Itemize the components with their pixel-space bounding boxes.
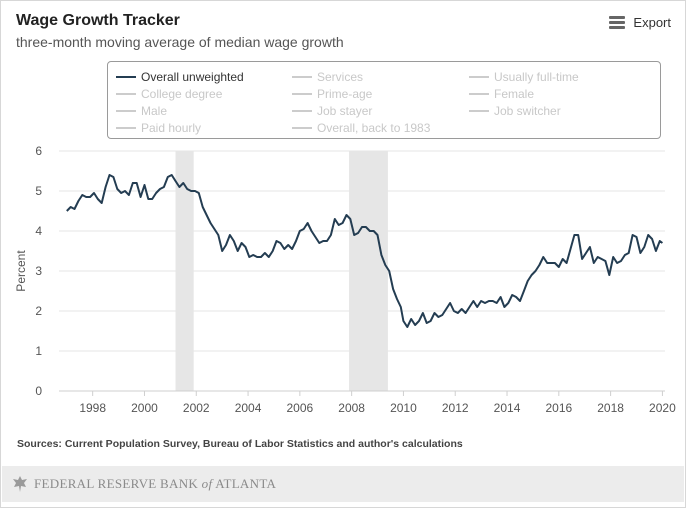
legend-swatch	[292, 110, 312, 112]
x-tick-label: 2006	[286, 401, 313, 415]
chart-subtitle: three-month moving average of median wag…	[16, 34, 344, 50]
x-tick-label: 2012	[442, 401, 469, 415]
legend-label: Male	[141, 104, 168, 118]
legend-swatch	[469, 93, 489, 95]
legend-swatch	[469, 110, 489, 112]
footer-bar: FEDERAL RESERVE BANK of ATLANTA	[2, 466, 684, 502]
x-tick-label: 2002	[183, 401, 210, 415]
legend-item-college-degree[interactable]: College degree	[116, 87, 222, 101]
export-button[interactable]: Export	[609, 15, 671, 30]
legend-swatch	[116, 110, 136, 112]
legend-label: Job stayer	[317, 104, 373, 118]
export-label: Export	[633, 15, 671, 30]
x-tick-label: 2018	[597, 401, 624, 415]
y-axis-label: Percent	[14, 250, 28, 292]
legend-label: Overall, back to 1983	[317, 121, 431, 135]
y-tick-label: 0	[35, 384, 42, 398]
series-line-overall-unweighted	[66, 174, 664, 328]
legend-label: Services	[317, 70, 364, 84]
legend-swatch	[116, 93, 136, 95]
legend-item-usually-full-time[interactable]: Usually full-time	[469, 70, 579, 84]
x-tick-label: 2010	[390, 401, 417, 415]
legend-item-paid-hourly[interactable]: Paid hourly	[116, 121, 201, 135]
legend-swatch	[469, 76, 489, 78]
x-tick-label: 2016	[545, 401, 572, 415]
legend-swatch	[292, 93, 312, 95]
federal-reserve-logo: FEDERAL RESERVE BANK of ATLANTA	[34, 476, 277, 491]
menu-icon	[609, 16, 626, 29]
x-tick-label: 1998	[79, 401, 106, 415]
y-tick-label: 4	[35, 224, 42, 238]
legend-item-overall-back-to-1983[interactable]: Overall, back to 1983	[292, 121, 430, 135]
legend-label: Paid hourly	[141, 121, 202, 135]
legend-item-overall-unweighted[interactable]: Overall unweighted	[116, 70, 244, 84]
legend-label: Female	[494, 87, 535, 101]
x-tick-label: 2004	[235, 401, 262, 415]
legend-swatch	[116, 76, 136, 78]
eagle-seal-icon	[13, 476, 27, 492]
x-tick-label: 2014	[494, 401, 521, 415]
legend-label: Usually full-time	[494, 70, 579, 84]
legend-label: Job switcher	[494, 104, 561, 118]
y-tick-label: 6	[35, 144, 42, 158]
legend-item-prime-age[interactable]: Prime-age	[292, 87, 372, 101]
line-chart: 0 1 2 3 4 5 6 1998 2000 2002 2004 2006 2008 2010 2012 2…	[14, 144, 676, 415]
legend-label: Prime-age	[317, 87, 373, 101]
chart-title: Wage Growth Tracker	[16, 12, 180, 29]
x-tick-label: 2020	[649, 401, 676, 415]
legend-label: Overall unweighted	[141, 70, 244, 84]
y-tick-label: 2	[35, 304, 42, 318]
y-tick-label: 3	[35, 264, 42, 278]
legend-swatch	[292, 127, 312, 129]
legend: Overall unweighted Services Usually full…	[107, 61, 661, 139]
legend-item-female[interactable]: Female	[469, 87, 534, 101]
y-tick-label: 1	[35, 344, 42, 358]
legend-item-job-switcher[interactable]: Job switcher	[469, 104, 561, 118]
legend-label: College degree	[141, 87, 223, 101]
x-tick-label: 2008	[338, 401, 365, 415]
x-tick-label: 2000	[131, 401, 158, 415]
y-tick-label: 5	[35, 184, 42, 198]
legend-item-job-stayer[interactable]: Job stayer	[292, 104, 372, 118]
legend-item-male[interactable]: Male	[116, 104, 167, 118]
legend-item-services[interactable]: Services	[292, 70, 363, 84]
legend-swatch	[116, 127, 136, 129]
sources-note: Sources: Current Population Survey, Bure…	[17, 438, 463, 450]
legend-swatch	[292, 76, 312, 78]
